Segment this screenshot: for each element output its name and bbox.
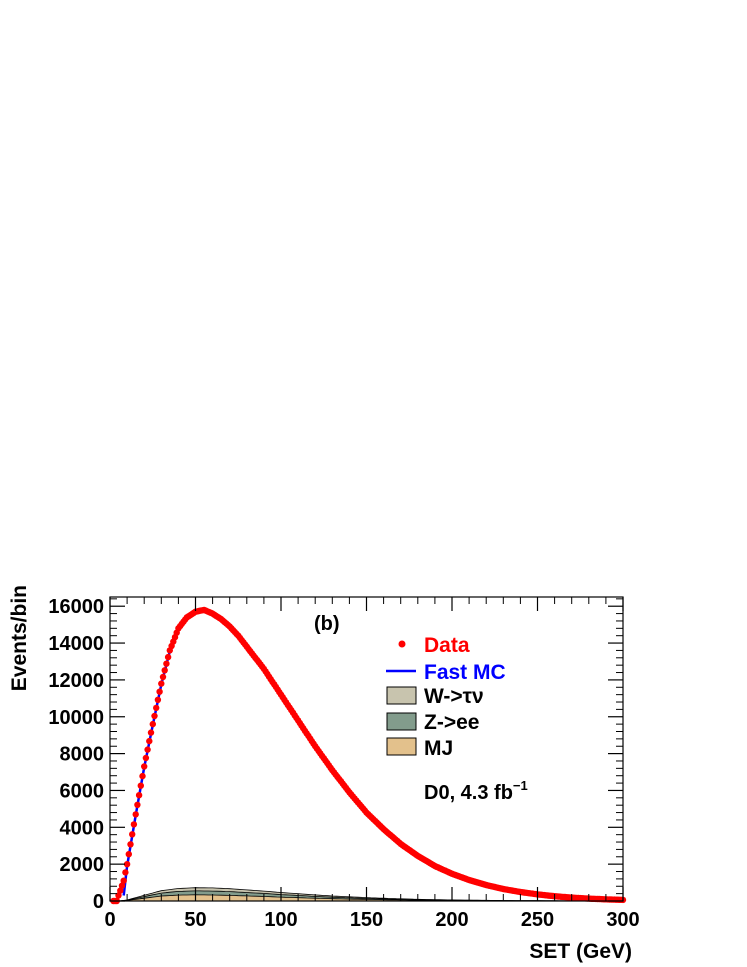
data-point [147,729,155,736]
data-point [141,763,148,770]
legend: Data Fast MC W->τν Z->ee MJ [386,634,506,760]
data-point [154,696,162,703]
data-point [161,667,168,674]
y-axis-title: Events/bin [8,585,31,691]
data-point [153,704,160,712]
legend-z-ee-box [386,712,417,731]
luminosity-exponent: −1 [513,778,528,793]
x-tick-label: 100 [264,909,297,931]
data-point [137,782,144,789]
data-point [163,660,170,667]
x-axis-ticks: 0 50 100 150 200 250 300 [104,597,640,931]
y-tick-label: 14000 [48,633,104,655]
data-point [142,754,150,762]
data-point [151,712,158,720]
x-tick-label: 150 [350,909,383,931]
data-point [123,861,131,868]
data-point [130,821,138,828]
stack-z-ee-area [118,890,623,901]
data-point [156,688,163,695]
legend-label-mj: MJ [424,737,453,760]
luminosity-text: D0, 4.3 fb [424,782,513,804]
y-axis-ticks: 0 2000 4000 6000 8000 10000 12000 14000 16000 [48,596,623,913]
data-point [144,746,151,753]
data-point [127,841,134,848]
x-tick-label: 300 [606,909,639,931]
x-tick-label: 50 [184,909,206,931]
data-series [110,606,627,905]
data-point [159,673,167,681]
data-point [134,801,141,808]
x-axis-title: SET (GeV) [529,940,632,963]
legend-label-data: Data [424,634,470,657]
data-point [158,680,165,687]
y-tick-label: 2000 [60,854,105,876]
stack-w-tau-nu-area [118,887,623,901]
legend-data-marker [398,640,406,648]
panel-label: (b) [314,613,340,635]
data-point [129,831,136,838]
y-tick-label: 16000 [48,596,104,618]
y-tick-label: 4000 [60,817,105,839]
data-point [139,772,146,780]
data-point [149,720,156,728]
x-tick-label: 200 [435,909,468,931]
x-tick-label: 250 [521,909,554,931]
legend-mj-box [386,737,417,756]
data-point [132,811,139,818]
legend-label-w-tau-nu: W->τν [424,685,484,708]
data-point [122,869,129,876]
stack-mj-area [118,894,623,901]
data-point [135,792,143,799]
x-tick-label: 0 [104,909,115,931]
data-point [117,887,124,894]
y-tick-label: 12000 [48,670,104,692]
data-point [118,882,126,889]
data-point [120,877,127,884]
y-tick-label: 10000 [48,707,104,729]
luminosity-annotation: D0, 4.3 fb−1 [424,778,528,804]
y-tick-label: 6000 [60,780,105,802]
y-tick-label: 0 [93,891,104,913]
legend-label-z-ee: Z->ee [424,711,479,734]
data-point [146,737,153,745]
data-point [125,851,132,858]
y-tick-label: 8000 [60,744,105,766]
legend-label-fast-mc: Fast MC [424,661,506,684]
legend-w-tau-nu-box [386,686,417,705]
data-point [164,653,172,661]
